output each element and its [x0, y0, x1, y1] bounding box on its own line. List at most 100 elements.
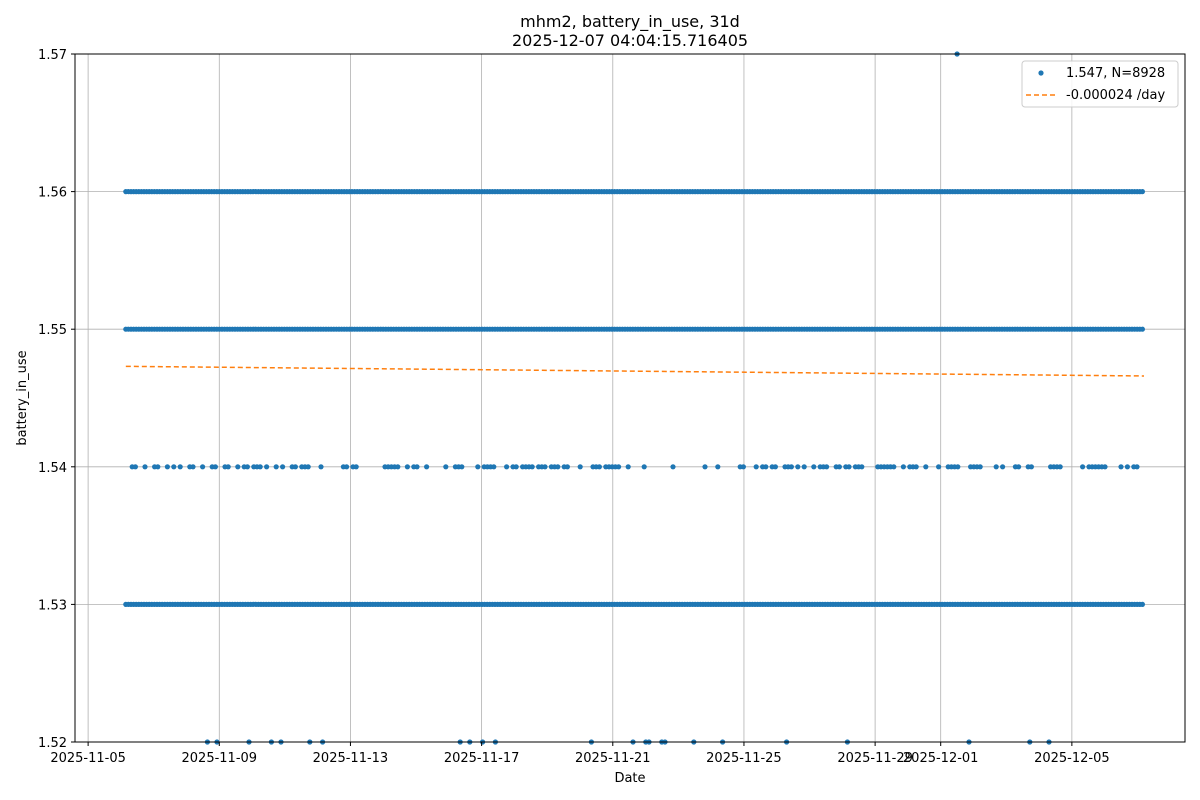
data-point — [753, 464, 759, 470]
data-point — [670, 464, 676, 470]
data-point — [913, 464, 919, 470]
data-point — [424, 464, 430, 470]
data-point — [212, 464, 218, 470]
data-point — [824, 464, 830, 470]
data-point — [1124, 464, 1130, 470]
data-point — [225, 464, 231, 470]
data-point — [513, 464, 519, 470]
data-point — [504, 464, 510, 470]
data-point — [772, 464, 779, 470]
data-point — [305, 464, 311, 470]
x-tick-label: 2025-11-25 — [706, 751, 782, 766]
x-tick-label: 2025-11-17 — [444, 751, 520, 766]
data-point — [318, 464, 324, 470]
y-tick-label: 1.57 — [38, 48, 67, 63]
y-tick-label: 1.53 — [38, 598, 67, 613]
data-point — [443, 464, 449, 470]
y-tick-label: 1.55 — [38, 323, 67, 338]
data-point — [564, 464, 571, 470]
data-point — [859, 464, 865, 470]
data-point — [155, 464, 161, 470]
data-point — [625, 464, 631, 470]
data-point — [846, 464, 852, 470]
trend-line — [125, 365, 1145, 377]
data-point — [1102, 464, 1108, 470]
data-point — [235, 464, 241, 470]
legend-box — [1021, 60, 1179, 108]
data-point — [395, 464, 401, 470]
data-point — [177, 464, 183, 470]
data-point — [955, 464, 961, 470]
x-tick-label: 2025-11-21 — [575, 751, 651, 766]
data-point — [763, 464, 769, 470]
data-point — [1139, 189, 1145, 195]
data-point — [936, 464, 942, 470]
data-point — [1028, 464, 1034, 470]
data-point — [1118, 464, 1124, 470]
data-point — [1139, 326, 1145, 332]
data-point — [702, 464, 708, 470]
x-tick-label: 2025-11-13 — [313, 751, 389, 766]
x-axis-label: Date — [614, 771, 645, 786]
x-tick-label: 2025-11-09 — [182, 751, 258, 766]
data-point — [715, 464, 721, 470]
data-point — [164, 464, 170, 470]
legend: 1.547, N=8928 -0.000024 /day — [1021, 60, 1179, 108]
y-axis: 1.52 1.53 1.54 1.55 1.56 1.57 — [38, 48, 75, 751]
y-axis-label: battery_in_use — [15, 350, 30, 445]
trend-layer — [125, 365, 1145, 377]
data-point — [1080, 464, 1086, 470]
data-point — [132, 464, 138, 470]
legend-label-scatter: 1.547, N=8928 — [1066, 66, 1165, 81]
data-point — [1016, 464, 1022, 470]
data-point — [993, 464, 999, 470]
data-point — [459, 464, 465, 470]
data-point — [542, 464, 548, 470]
data-point — [1139, 601, 1145, 608]
data-point — [264, 464, 270, 470]
chart-title: mhm2, battery_in_use, 31d — [520, 12, 740, 32]
legend-label-trend: -0.000024 /day — [1066, 88, 1165, 103]
data-point — [142, 464, 148, 470]
data-point — [200, 464, 206, 470]
data-point — [596, 464, 603, 470]
data-point — [404, 464, 410, 470]
chart-subtitle: 2025-12-07 04:04:15.716405 — [512, 31, 748, 50]
data-point — [616, 464, 622, 470]
data-point — [344, 464, 350, 470]
y-tick-label: 1.54 — [38, 461, 67, 476]
x-tick-label: 2025-12-01 — [903, 751, 979, 766]
x-tick-label: 2025-11-05 — [50, 751, 126, 766]
data-point — [740, 464, 747, 470]
data-point — [414, 464, 420, 470]
legend-marker-scatter — [1038, 70, 1044, 76]
data-point — [795, 464, 801, 470]
data-point — [891, 464, 897, 470]
data-point — [555, 464, 561, 470]
data-point — [801, 464, 807, 470]
x-axis: 2025-11-05 2025-11-09 2025-11-13 2025-11-17… — [50, 742, 1110, 766]
y-tick-label: 1.56 — [38, 186, 67, 201]
data-point — [577, 464, 583, 470]
data-point — [257, 464, 263, 470]
data-point — [353, 464, 359, 470]
data-point — [280, 464, 286, 470]
data-point — [1057, 464, 1063, 470]
data-point — [641, 464, 647, 470]
x-tick-label: 2025-12-05 — [1034, 751, 1110, 766]
data-point — [475, 464, 481, 470]
y-tick-label: 1.52 — [38, 736, 67, 751]
data-point — [244, 464, 250, 470]
data-point — [977, 464, 983, 470]
data-point — [491, 464, 497, 470]
data-point — [788, 464, 795, 470]
data-point — [811, 464, 817, 470]
data-point — [1134, 464, 1140, 470]
data-point — [171, 464, 177, 470]
data-point — [190, 464, 196, 470]
data-point — [836, 464, 843, 470]
data-point — [923, 464, 929, 470]
data-point — [900, 464, 907, 470]
